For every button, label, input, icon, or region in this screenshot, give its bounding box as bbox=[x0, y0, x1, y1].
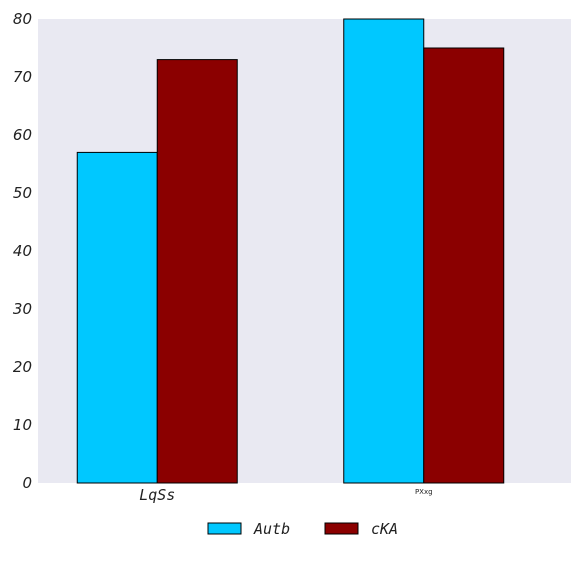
bar-Autb-PXxg bbox=[343, 18, 425, 484]
y-tick-label: 60 bbox=[13, 126, 32, 144]
y-tick-label: 80 bbox=[13, 10, 32, 28]
y-tick-label: 70 bbox=[13, 68, 32, 86]
y-tick-label: 20 bbox=[13, 358, 32, 376]
y-tick-label: 10 bbox=[13, 416, 32, 434]
x-tick-label: LqSs bbox=[139, 486, 175, 504]
legend-swatch bbox=[207, 522, 242, 535]
legend-label: Autb bbox=[253, 520, 290, 538]
bar-Autb-LqSs bbox=[76, 151, 158, 484]
y-tick-label: 50 bbox=[13, 184, 32, 202]
x-axis: LqSs PXxg bbox=[139, 486, 432, 504]
bar-cKA-PXxg bbox=[423, 47, 505, 484]
legend-swatch bbox=[324, 522, 359, 535]
y-axis: 0 10 20 30 40 50 60 70 80 bbox=[13, 10, 32, 492]
y-tick-label: 0 bbox=[22, 474, 32, 492]
y-tick-label: 40 bbox=[13, 242, 32, 260]
legend-label: cKA bbox=[371, 520, 398, 538]
bar-cKA-LqSs bbox=[156, 59, 238, 484]
legend: Autb cKA bbox=[207, 520, 398, 538]
y-tick-label: 30 bbox=[13, 300, 32, 318]
x-tick-label: PXxg bbox=[415, 488, 433, 496]
bars bbox=[76, 18, 505, 484]
